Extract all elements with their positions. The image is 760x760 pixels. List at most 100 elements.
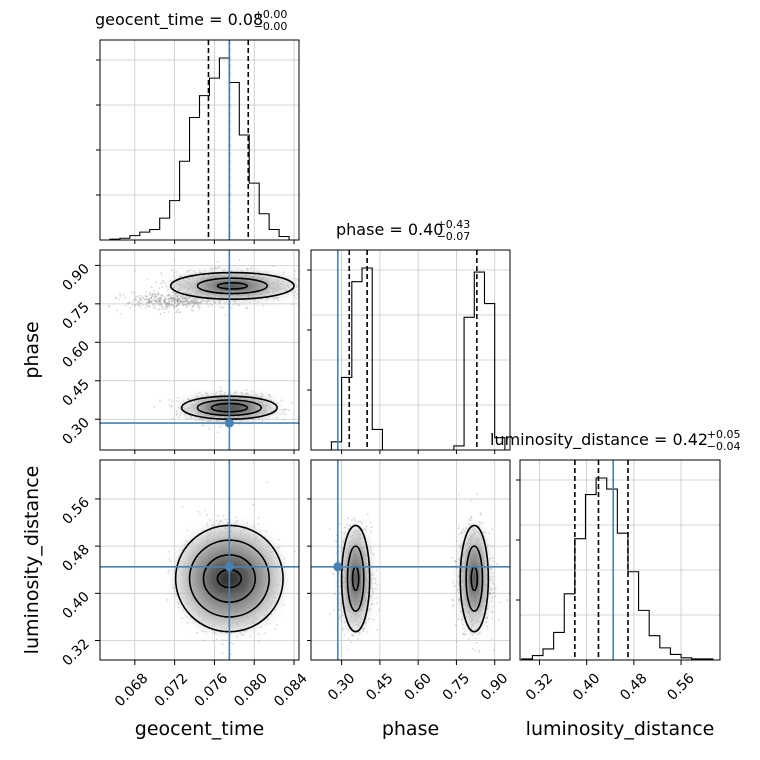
sample-point <box>219 299 222 302</box>
sample-point <box>196 301 199 304</box>
sample-point <box>148 302 151 304</box>
sample-point <box>154 299 157 302</box>
sample-point <box>214 301 216 303</box>
sample-point <box>236 636 239 639</box>
sample-point <box>177 299 180 302</box>
sample-point <box>246 419 249 422</box>
sample-point <box>191 305 194 308</box>
sample-point <box>240 420 243 423</box>
sample-point <box>177 302 179 305</box>
sample-point <box>188 398 191 401</box>
sample-point <box>311 281 313 283</box>
sample-point <box>135 295 138 298</box>
sample-point <box>164 300 167 303</box>
sample-point <box>247 393 250 396</box>
sample-point <box>230 270 233 272</box>
sample-point <box>175 311 178 314</box>
sample-point <box>156 293 159 295</box>
sample-point <box>194 416 197 419</box>
sample-point <box>178 302 181 305</box>
sample-point <box>167 293 170 296</box>
sample-point <box>208 518 211 521</box>
sample-point <box>185 540 188 543</box>
sample-point <box>157 302 159 305</box>
sample-point <box>151 299 154 302</box>
sample-point <box>185 417 188 420</box>
sample-point <box>122 294 125 296</box>
sample-point <box>175 310 178 313</box>
sample-point <box>265 397 267 400</box>
sample-point <box>167 300 170 303</box>
sample-point <box>130 291 133 294</box>
sample-point <box>159 299 161 302</box>
sample-point <box>245 307 248 310</box>
sample-point <box>265 530 268 533</box>
sample-point <box>148 300 151 302</box>
sample-point <box>193 299 196 302</box>
sample-point <box>148 298 151 301</box>
sample-point <box>134 269 137 272</box>
sample-point <box>165 302 168 305</box>
panel-frame <box>310 249 511 451</box>
sample-point <box>140 302 143 305</box>
sample-point <box>256 394 259 397</box>
sample-point <box>176 292 178 295</box>
sample-point <box>178 300 181 303</box>
sample-point <box>219 301 221 304</box>
sample-point <box>163 302 166 304</box>
sample-point <box>200 393 203 396</box>
sample-point <box>159 313 162 316</box>
sample-point <box>166 302 168 305</box>
sample-point <box>222 514 225 517</box>
sample-point <box>186 298 188 301</box>
sample-point <box>178 303 180 306</box>
sample-point <box>240 392 243 394</box>
sample-point <box>182 300 185 302</box>
sample-point <box>183 303 185 306</box>
sample-point <box>145 303 148 306</box>
sample-point <box>192 298 195 301</box>
sample-point <box>189 296 192 299</box>
sample-point <box>209 269 212 272</box>
sample-point <box>250 268 252 270</box>
sample-point <box>240 269 243 272</box>
sample-point <box>199 271 202 274</box>
sample-point <box>291 291 294 294</box>
sample-point <box>235 301 238 303</box>
sample-point <box>196 298 199 301</box>
sample-point <box>183 296 186 299</box>
sample-point <box>291 401 294 404</box>
sample-point <box>215 638 218 641</box>
sample-point <box>185 616 188 619</box>
sample-point <box>307 301 309 303</box>
sample-point <box>146 301 148 304</box>
sample-point <box>180 300 182 303</box>
sample-point <box>159 296 162 299</box>
sample-point <box>250 394 253 397</box>
sample-point <box>185 270 188 273</box>
sample-point <box>137 300 140 303</box>
sample-point <box>197 303 200 306</box>
sample-point <box>277 546 280 549</box>
sample-point <box>186 529 189 532</box>
sample-point <box>165 303 168 306</box>
sample-point <box>178 311 180 314</box>
sample-point <box>153 296 156 299</box>
sample-point <box>181 297 184 300</box>
sample-point <box>186 299 189 301</box>
sample-point <box>159 297 161 300</box>
sample-point <box>163 311 166 314</box>
sample-point <box>217 300 220 303</box>
sample-point <box>183 297 185 300</box>
sample-point <box>175 305 177 308</box>
sample-point <box>182 301 184 304</box>
sample-point <box>174 298 177 301</box>
sample-point <box>139 299 142 302</box>
sample-point <box>171 296 174 299</box>
sample-point <box>284 413 286 415</box>
sample-point <box>168 404 171 407</box>
sample-point <box>238 259 241 262</box>
sample-point <box>175 270 178 273</box>
sample-point <box>234 391 237 394</box>
sample-point <box>128 301 131 304</box>
